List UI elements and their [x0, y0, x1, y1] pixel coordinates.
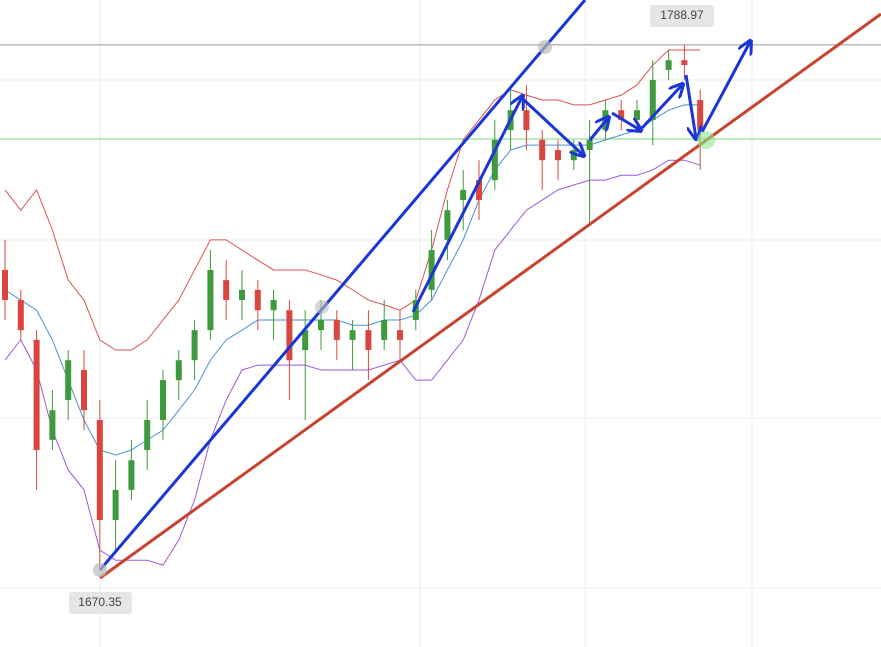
candle-body — [65, 360, 72, 401]
candle-body — [254, 289, 261, 311]
candle-body — [349, 330, 356, 340]
candle-body — [697, 100, 704, 131]
arrow — [522, 98, 583, 155]
candle-body — [318, 319, 324, 331]
candle-body — [476, 180, 482, 201]
candle-body — [555, 150, 561, 161]
candle-body — [618, 110, 625, 120]
plot-layer — [0, 44, 881, 570]
arrow — [411, 97, 522, 313]
candle-body — [207, 269, 214, 331]
candle-body — [49, 410, 56, 440]
candle-body — [2, 269, 8, 301]
candle-body — [681, 60, 688, 66]
drawings: 1788.97 1670.35 — [69, 0, 881, 614]
candle-body — [397, 330, 403, 340]
trend-line — [99, 12, 881, 580]
candle-body — [586, 139, 593, 151]
candle-body — [428, 250, 435, 290]
trend-line — [98, 0, 587, 571]
arrow — [588, 118, 608, 141]
arrow — [611, 111, 640, 130]
anchor-point — [315, 300, 329, 314]
candle-body — [649, 80, 656, 120]
candle-body — [634, 110, 640, 120]
candle-body — [223, 280, 230, 301]
candle-body — [239, 289, 245, 301]
candle-body — [128, 460, 135, 490]
candle-body — [160, 380, 166, 420]
band-line — [4, 49, 701, 351]
arrows — [411, 42, 750, 313]
candle-body — [523, 110, 530, 131]
anchor-point — [538, 40, 552, 54]
candle-body — [570, 150, 577, 161]
candle-body — [33, 339, 40, 451]
anchor-point — [93, 563, 107, 577]
candle-body — [412, 300, 419, 320]
candle-body — [302, 330, 309, 351]
arrow — [640, 85, 682, 130]
candle-body — [270, 300, 277, 311]
label-box — [69, 592, 132, 614]
candle-body — [539, 139, 546, 161]
candle-body — [175, 360, 182, 381]
candle-body — [112, 489, 119, 520]
band-line — [4, 104, 701, 456]
candle-body — [81, 369, 87, 411]
price-marker — [697, 131, 715, 149]
arrow — [684, 74, 696, 138]
candle-body — [286, 310, 293, 361]
high-label: 1788.97 — [660, 8, 704, 22]
candle-body — [365, 330, 372, 351]
candle-body — [96, 419, 103, 520]
candle-body — [381, 319, 388, 340]
low-label: 1670.35 — [78, 595, 122, 609]
candle-body — [491, 139, 498, 181]
label-box — [650, 5, 714, 27]
candle-body — [144, 419, 151, 451]
candle-body — [17, 300, 24, 331]
candle-body — [460, 189, 467, 201]
arrow — [700, 42, 750, 133]
candle-body — [444, 210, 451, 240]
candle-body — [333, 319, 340, 340]
candle-body — [665, 60, 672, 70]
candle-body — [191, 330, 198, 361]
